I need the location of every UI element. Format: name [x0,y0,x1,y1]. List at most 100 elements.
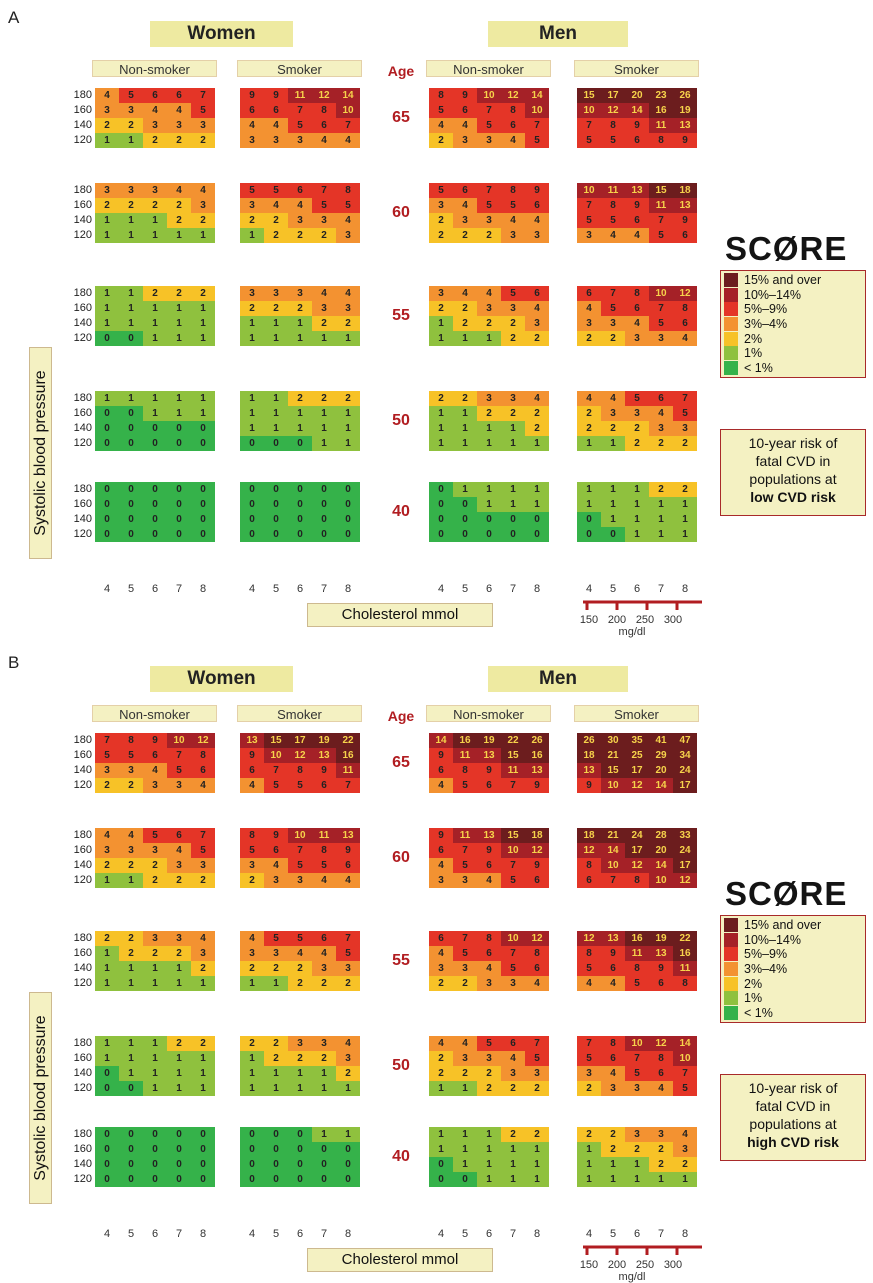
risk-cell: 4 [143,763,167,778]
risk-cell: 0 [119,436,143,451]
legend-swatch [724,317,738,332]
risk-cell: 0 [264,512,288,527]
risk-cell: 6 [601,961,625,976]
risk-cell: 18 [525,828,549,843]
risk-cell: 3 [167,858,191,873]
risk-cell: 1 [167,976,191,991]
risk-cell: 1 [191,976,215,991]
cholesterol-tick-label: 6 [296,583,304,595]
risk-cell: 2 [167,946,191,961]
risk-cell: 1 [312,1066,336,1081]
risk-cell: 4 [429,1036,453,1051]
risk-cell: 1 [312,421,336,436]
risk-cell: 0 [167,421,191,436]
risk-cell: 5 [264,183,288,198]
risk-cell: 12 [625,858,649,873]
risk-cell: 0 [453,497,477,512]
risk-cell: 4 [577,976,601,991]
mgdl-tick-label: 150 [579,1259,599,1271]
risk-cell: 5 [191,103,215,118]
ylabel-text: Systolic blood pressure [31,1015,49,1181]
legend-label: 1% [744,991,763,1006]
risk-cell: 4 [95,828,119,843]
legend-item: 2% [721,976,865,991]
risk-cell: 10 [167,733,191,748]
risk-cell: 1 [119,301,143,316]
risk-cell: 0 [95,1172,119,1187]
risk-cell: 1 [577,482,601,497]
risk-cell: 17 [673,778,697,793]
risk-cell: 1 [240,976,264,991]
cholesterol-tick-label: 6 [151,1228,159,1240]
risk-cell: 1 [673,527,697,542]
group-header-0: Non-smoker [92,705,217,722]
risk-cell: 10 [501,931,525,946]
risk-cell: 6 [525,961,549,976]
risk-cell: 3 [191,946,215,961]
risk-cell: 8 [673,301,697,316]
risk-cell: 2 [143,946,167,961]
risk-cell: 3 [143,843,167,858]
risk-cell: 15 [501,748,525,763]
cholesterol-tick-label: 6 [633,583,641,595]
risk-cell: 1 [477,482,501,497]
cholesterol-tick-label: 4 [248,583,256,595]
risk-cell: 0 [95,527,119,542]
risk-cell: 1 [240,391,264,406]
risk-legend: 15% and over 10%–14% 5%–9% 3%–4% 2% 1% < 1% [720,915,866,1023]
risk-cell: 4 [649,1081,673,1096]
risk-cell: 0 [119,1172,143,1187]
risk-cell: 3 [673,1142,697,1157]
risk-cell: 7 [95,733,119,748]
mgdl-tick-label: 200 [607,614,627,626]
risk-cell: 0 [312,482,336,497]
risk-cell: 4 [336,1036,360,1051]
risk-cell: 7 [453,931,477,946]
risk-cell: 26 [673,88,697,103]
risk-cell: 2 [119,858,143,873]
risk-cell: 1 [477,1127,501,1142]
age-label: 60 [392,204,410,221]
risk-cell: 34 [673,748,697,763]
age-label: 55 [392,307,410,324]
risk-cell: 3 [288,873,312,888]
men-header: Men [488,666,628,692]
risk-grid: 10 11 13 15 18 7 8 9 11 13 5 5 6 7 9 3 4 4 5 6 [577,183,697,243]
risk-cell: 7 [191,88,215,103]
group-header-3: Smoker [574,60,699,77]
risk-cell: 0 [336,1172,360,1187]
risk-cell: 2 [477,406,501,421]
risk-cell: 3 [477,391,501,406]
risk-cell: 9 [429,828,453,843]
cholesterol-tick-label: 6 [485,1228,493,1240]
risk-grid: 15 17 20 23 26 10 12 14 16 19 7 8 9 11 13 5 5 6 8 9 [577,88,697,148]
risk-cell: 3 [191,858,215,873]
risk-cell: 9 [312,763,336,778]
risk-cell: 3 [264,946,288,961]
risk-cell: 14 [649,778,673,793]
risk-cell: 4 [601,976,625,991]
caption-box: 10-year risk of fatal CVD in populations a… [720,429,866,516]
risk-cell: 3 [288,213,312,228]
risk-cell: 2 [95,198,119,213]
legend-label: < 1% [744,360,773,375]
risk-cell: 4 [240,118,264,133]
risk-cell: 4 [601,1066,625,1081]
men-header: Men [488,21,628,47]
risk-cell: 3 [191,118,215,133]
risk-cell: 2 [191,133,215,148]
risk-cell: 5 [601,301,625,316]
risk-cell: 3 [312,961,336,976]
risk-cell: 2 [501,1081,525,1096]
age-header: Age [387,63,415,79]
risk-cell: 5 [477,118,501,133]
risk-cell: 19 [477,733,501,748]
risk-cell: 10 [577,103,601,118]
caption-line: populations at [749,471,837,487]
risk-cell: 1 [95,228,119,243]
risk-cell: 15 [577,88,601,103]
risk-cell: 1 [336,436,360,451]
risk-cell: 1 [601,497,625,512]
